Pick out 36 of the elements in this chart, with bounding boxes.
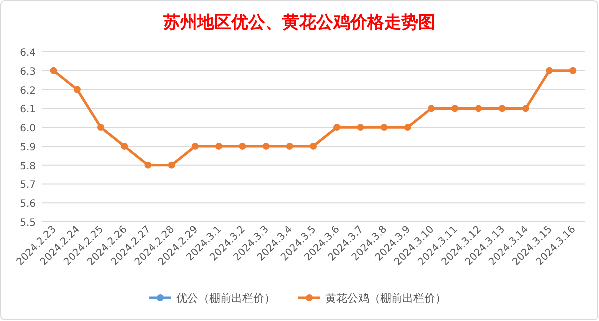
point bbox=[216, 142, 223, 150]
point bbox=[144, 162, 152, 169]
point bbox=[310, 142, 317, 150]
point bbox=[570, 67, 577, 74]
point bbox=[428, 105, 436, 112]
y-tick-label: 5.5 bbox=[20, 218, 36, 229]
point bbox=[168, 162, 176, 169]
point bbox=[475, 105, 482, 112]
point bbox=[452, 105, 459, 112]
point bbox=[239, 142, 246, 150]
point bbox=[50, 67, 58, 74]
y-tick-label: 5.9 bbox=[20, 142, 36, 154]
y-tick-label: 6.3 bbox=[20, 66, 36, 78]
point bbox=[522, 105, 530, 112]
y-tick-label: 6.1 bbox=[20, 104, 36, 116]
y-tick-label: 5.8 bbox=[20, 161, 36, 172]
point bbox=[546, 67, 554, 74]
legend-label: 优公（棚前出栏价） bbox=[176, 292, 276, 305]
chart-title: 苏州地区优公、黄花公鸡价格走势图 bbox=[162, 13, 436, 33]
point bbox=[262, 142, 270, 150]
legend-label: 黄花公鸡（棚前出栏价） bbox=[326, 292, 446, 305]
point bbox=[404, 124, 412, 132]
y-tick-label: 6.2 bbox=[20, 86, 36, 97]
y-tick-label: 5.7 bbox=[20, 180, 36, 192]
point bbox=[380, 124, 388, 132]
point bbox=[286, 142, 294, 150]
point bbox=[98, 124, 105, 132]
point bbox=[357, 124, 364, 132]
y-tick-label: 6.4 bbox=[20, 48, 36, 59]
point bbox=[192, 142, 199, 150]
y-tick-label: 5.6 bbox=[20, 199, 36, 210]
y-tick-label: 6.0 bbox=[20, 124, 36, 135]
point bbox=[498, 105, 506, 112]
point bbox=[121, 142, 128, 150]
point bbox=[334, 124, 341, 132]
point bbox=[74, 86, 81, 94]
